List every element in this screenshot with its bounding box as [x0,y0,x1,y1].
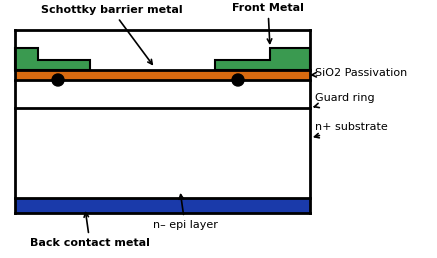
Bar [15,80,310,198]
Text: SiO2 Passivation: SiO2 Passivation [312,68,407,78]
Text: Back contact metal: Back contact metal [30,213,150,248]
Text: n+ substrate: n+ substrate [315,122,388,138]
Polygon shape [15,48,90,70]
Circle shape [52,74,64,86]
Polygon shape [215,48,310,70]
Text: Front Metal: Front Metal [232,3,304,43]
Circle shape [232,74,244,86]
Bar [15,70,310,80]
Text: Schottky barrier metal: Schottky barrier metal [41,5,183,64]
Bar [15,198,310,213]
Text: n– epi layer: n– epi layer [153,195,218,230]
Text: Guard ring: Guard ring [314,93,375,108]
